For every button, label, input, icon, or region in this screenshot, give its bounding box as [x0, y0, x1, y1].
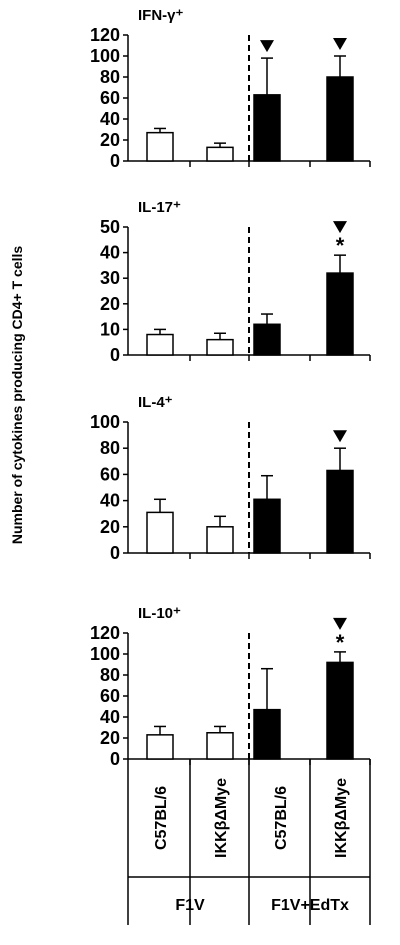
panel-title: IL-10⁺	[138, 605, 181, 622]
bar	[206, 526, 234, 554]
y-tick-label: 40	[100, 243, 120, 263]
significance-triangle	[333, 221, 347, 234]
y-tick-label: 50	[100, 217, 120, 237]
y-tick-label: 0	[110, 543, 120, 563]
y-tick-label: 120	[90, 623, 120, 643]
significance-triangle	[333, 617, 347, 630]
significance-triangle	[333, 38, 347, 50]
group-label: F1V+EdTx	[271, 897, 349, 914]
category-label: IKKβΔMye	[333, 778, 350, 858]
bar	[326, 272, 354, 356]
panel-2: IL-17⁺ 0 10 20 30 40 50 *	[100, 199, 371, 365]
significance-triangle	[260, 40, 274, 53]
bar	[146, 734, 174, 760]
y-tick-label: 20	[100, 728, 120, 748]
category-label: C57BL/6	[273, 786, 290, 850]
bar	[146, 131, 174, 162]
y-tick-label: 60	[100, 464, 120, 484]
y-tick-label: 60	[100, 88, 120, 108]
y-tick-label: 60	[100, 686, 120, 706]
category-label: C57BL/6	[153, 786, 170, 850]
y-tick-label: 10	[100, 319, 120, 339]
y-tick-label: 80	[100, 438, 120, 458]
y-tick-label: 20	[100, 517, 120, 537]
y-tick-label: 40	[100, 707, 120, 727]
y-tick-label: 20	[100, 294, 120, 314]
panel-title: IL-4⁺	[138, 394, 173, 411]
chart-panels: IFN-γ⁺020406080100120IL-17⁺01020304050*I…	[90, 7, 371, 769]
bar	[146, 511, 174, 554]
significance-star: *	[336, 630, 345, 655]
y-tick-label: 40	[100, 491, 120, 511]
y-tick-label: 80	[100, 67, 120, 87]
y-tick-label: 100	[90, 412, 120, 432]
y-axis-label: Number of cytokines producing CD4+ T cel…	[9, 246, 25, 545]
y-tick-label: 40	[100, 109, 120, 129]
y-tick-label: 0	[110, 749, 120, 769]
significance-triangle	[333, 430, 347, 443]
bar	[326, 469, 354, 554]
bar	[206, 146, 234, 162]
bar	[253, 498, 281, 554]
bar	[253, 323, 281, 356]
y-tick-label: 20	[100, 130, 120, 150]
category-label: IKKβΔMye	[213, 778, 230, 858]
bar	[326, 661, 354, 760]
bar	[146, 333, 174, 356]
panel-title: IFN-γ⁺	[138, 7, 184, 24]
group-label: F1V	[175, 897, 205, 914]
y-tick-label: 100	[90, 46, 120, 66]
significance-star: *	[336, 233, 345, 258]
y-tick-label: 80	[100, 665, 120, 685]
y-tick-label: 100	[90, 644, 120, 664]
panel-3: IL-4⁺ 0 20 40 60 80 100	[90, 394, 371, 563]
bar	[326, 76, 354, 162]
bar	[253, 708, 281, 760]
bar	[206, 732, 234, 760]
panel-title: IL-17⁺	[138, 199, 181, 216]
y-tick-label: 30	[100, 268, 120, 288]
y-tick-label: 0	[110, 151, 120, 171]
category-table: C57BL/6 IKKβΔMye C57BL/6 IKKβΔMye F1V F1V+EdT…	[127, 759, 371, 925]
bar	[206, 338, 234, 356]
y-tick-label: 120	[90, 25, 120, 45]
bar	[253, 94, 281, 162]
y-tick-label: 0	[110, 345, 120, 365]
